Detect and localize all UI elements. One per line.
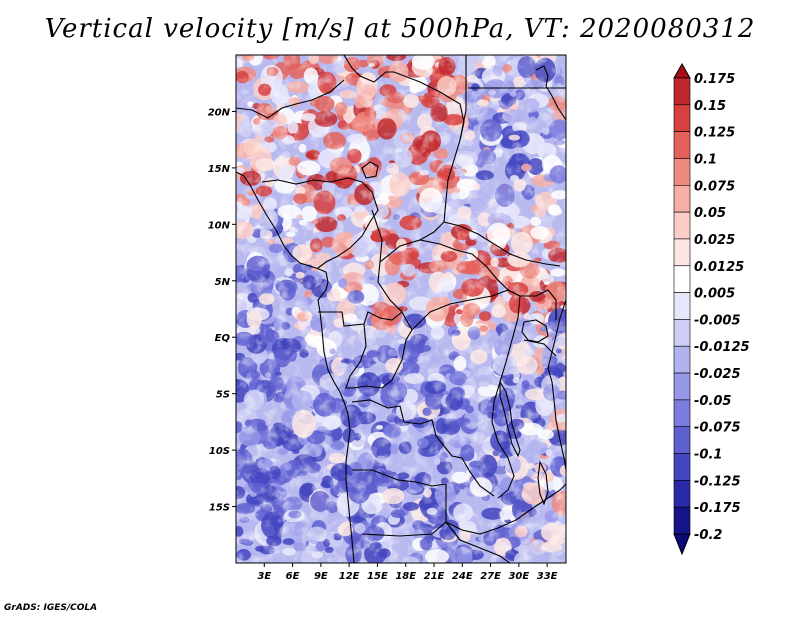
coastline-east-africa (547, 299, 566, 471)
lat-tick-label: 10N (208, 220, 231, 231)
colorbar-swatch (673, 345, 691, 374)
lon-tick-label: 27E (480, 571, 501, 582)
country-borders (236, 55, 566, 563)
lake-chad (361, 161, 379, 179)
colorbar-swatch (673, 238, 691, 267)
colorbar-swatch (673, 372, 691, 401)
lat-tick-label: 20N (208, 107, 231, 118)
angola-south-border (352, 469, 447, 487)
colorbar-bottom-arrow (673, 533, 691, 556)
lat-tick-label: 15S (209, 503, 230, 514)
colorbar-label: 0.1 (694, 152, 717, 167)
colorbar-swatch (673, 399, 691, 428)
colorbar-swatch (673, 104, 691, 132)
colorbar-label: 0.0125 (694, 260, 744, 275)
colorbar-label: -0.075 (694, 421, 741, 436)
colorbar-label: 0.025 (694, 233, 735, 248)
colorbar-swatch (673, 480, 691, 508)
colorbar-label: 0.005 (694, 287, 735, 302)
colorbar-swatch (673, 319, 691, 347)
nigeria-north-border (261, 177, 373, 193)
congo-drc-border (345, 323, 413, 389)
colorbar-label: 0.05 (694, 206, 726, 221)
south-sudan-border (443, 221, 561, 267)
lon-tick-label: 33E (537, 571, 558, 582)
page-title: Vertical velocity [m/s] at 500hPa, VT: 2… (44, 14, 756, 44)
nigeria-cameroon-border (317, 191, 379, 269)
lat-tick-label: 5S (216, 390, 230, 401)
colorbar-label: 0.125 (694, 126, 735, 141)
mozambique-malawi-border (515, 483, 566, 521)
zambia-border (445, 484, 517, 535)
colorbar-label: 0.15 (694, 99, 726, 114)
red-sea-coast (535, 65, 566, 121)
colorbar-label: -0.175 (694, 501, 741, 516)
colorbar-swatch (673, 506, 691, 535)
colorbar-label: 0.075 (694, 179, 735, 194)
lon-tick-label: 24E (452, 571, 473, 582)
colorbar-label: -0.125 (694, 474, 741, 489)
colorbar-label: 0.175 (694, 72, 735, 87)
coastline-west-africa (236, 171, 355, 563)
gabon-congo-border (318, 311, 403, 327)
colorbar-swatch (673, 265, 691, 293)
lon-tick-label: 12E (339, 571, 360, 582)
colorbar-swatch (673, 292, 691, 320)
colorbar-label: -0.025 (694, 367, 741, 382)
colorbar-swatch (673, 453, 691, 481)
lon-tick-label: 18E (395, 571, 416, 582)
lon-tick-label: 15E (367, 571, 388, 582)
colorbar-swatch (673, 426, 691, 454)
car-south-border (379, 239, 521, 297)
latitude-axis: 20N 15N 10N 5N EQ 5S 10S 15S (208, 107, 236, 514)
credit-text: GrADS: IGES/COLA (4, 603, 98, 613)
mali-niger-border (236, 79, 345, 119)
lon-tick-label: 21E (424, 571, 445, 582)
lat-tick-label: EQ (215, 333, 231, 344)
colorbar-label: -0.05 (694, 394, 731, 409)
colorbar-swatch (673, 211, 691, 240)
colorbar-label: -0.1 (694, 448, 722, 463)
longitude-axis: 3E 6E 9E 12E 15E 18E 21E 24E 27E 30E 33E (257, 563, 558, 582)
drc-east-border (491, 295, 521, 499)
lon-tick-label: 6E (286, 571, 300, 582)
namibia-botswana-border (361, 521, 447, 537)
map-frame (235, 54, 567, 564)
map-panel (236, 55, 566, 563)
lon-tick-label: 9E (314, 571, 328, 582)
lon-tick-label: 3E (257, 571, 271, 582)
zimbabwe-border (445, 521, 511, 563)
lake-victoria (521, 319, 549, 343)
lat-tick-label: 15N (208, 164, 231, 175)
angola-drc-border (351, 399, 495, 497)
colorbar-swatch (673, 184, 691, 213)
chad-sudan-border (459, 55, 467, 141)
colorbar: 0.175 0.15 0.125 0.1 0.075 0.05 0.025 0.0125 0.0… (673, 62, 750, 556)
colorbar-label: -0.005 (694, 313, 741, 328)
tanzania-border (523, 339, 557, 357)
colorbar-label: -0.0125 (694, 340, 750, 355)
niger-chad-border (343, 55, 465, 241)
colorbar-swatch (673, 77, 691, 106)
colorbar-label: -0.2 (694, 528, 722, 543)
colorbar-swatch (673, 158, 691, 186)
lake-malawi (537, 460, 549, 506)
colorbar-top-arrow (673, 62, 691, 79)
uganda-kenya-border (520, 289, 557, 320)
drc-north-border (411, 289, 521, 331)
field-texture (236, 55, 566, 563)
lat-tick-label: 5N (215, 277, 231, 288)
lake-tanganyika (499, 380, 521, 458)
colorbar-swatch (673, 131, 691, 159)
lat-tick-label: 10S (209, 446, 230, 457)
lon-tick-label: 30E (508, 571, 529, 582)
